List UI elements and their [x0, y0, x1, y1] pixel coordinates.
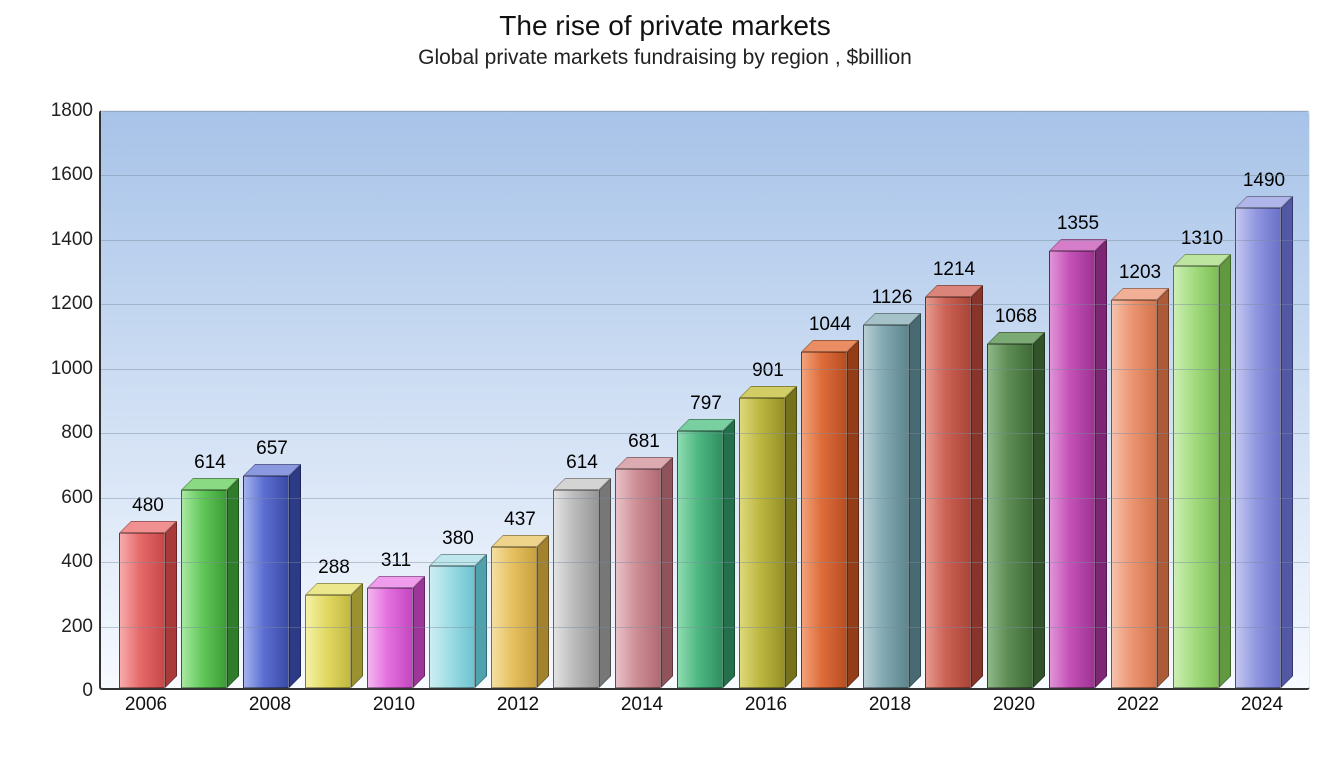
bar-value-label: 380 [429, 528, 487, 550]
bar-value-label: 901 [739, 360, 797, 382]
grid-line [101, 111, 1309, 112]
grid-line [101, 562, 1309, 563]
y-tick-label: 0 [82, 680, 93, 702]
bar-side [227, 478, 239, 688]
bar-front [925, 297, 971, 688]
bar-front [181, 490, 227, 688]
y-tick-label: 1600 [51, 164, 93, 186]
y-tick-label: 200 [61, 616, 93, 638]
y-tick-label: 1800 [51, 100, 93, 122]
x-tick-label: 2010 [373, 694, 415, 716]
x-tick-label: 2018 [869, 694, 911, 716]
bar-value-label: 614 [553, 452, 611, 474]
bar-value-label: 1126 [863, 287, 921, 309]
x-tick-label: 2022 [1117, 694, 1159, 716]
y-tick-label: 400 [61, 551, 93, 573]
bar-front [119, 533, 165, 688]
bar-side [1095, 239, 1107, 688]
y-tick-label: 600 [61, 487, 93, 509]
grid-line [101, 175, 1309, 176]
y-tick-label: 1000 [51, 358, 93, 380]
bar-side [537, 535, 549, 688]
bar-front [677, 431, 723, 688]
bar-front [553, 490, 599, 688]
bar-side [661, 457, 673, 688]
bar-side [599, 478, 611, 688]
x-tick-label: 2024 [1241, 694, 1283, 716]
bar-front [1049, 251, 1095, 688]
bar-front [863, 325, 909, 688]
bar-value-label: 657 [243, 438, 301, 460]
bar-side [475, 554, 487, 688]
bar-side [351, 583, 363, 688]
bar-side [413, 576, 425, 688]
y-tick-label: 1400 [51, 229, 93, 251]
bar-front [243, 476, 289, 688]
x-tick-label: 2012 [497, 694, 539, 716]
grid-line [101, 498, 1309, 499]
grid-line [101, 369, 1309, 370]
bar-value-label: 1044 [801, 314, 859, 336]
plot-region: 4806146572883113804376146817979011044112… [99, 110, 1310, 690]
bar-value-label: 1068 [987, 306, 1045, 328]
x-tick-label: 2006 [125, 694, 167, 716]
bar-front [491, 547, 537, 688]
chart-title: The rise of private markets [0, 10, 1330, 42]
bar-value-label: 1490 [1235, 170, 1293, 192]
bar-side [1281, 196, 1293, 688]
bar-front [1173, 266, 1219, 688]
bar-value-label: 614 [181, 452, 239, 474]
bar-front [305, 595, 351, 688]
x-axis-labels: 2006 2008 2010 2012 2014 2016 2018 2020 2022 2024 [99, 690, 1310, 720]
bar-front [801, 352, 847, 688]
bar-front [615, 469, 661, 688]
y-tick-label: 800 [61, 422, 93, 444]
bars-layer: 4806146572883113804376146817979011044112… [101, 111, 1309, 688]
bar-front [739, 398, 785, 688]
grid-line [101, 627, 1309, 628]
x-tick-label: 2016 [745, 694, 787, 716]
bar-side [847, 340, 859, 688]
bar-side [1219, 254, 1231, 688]
grid-line [101, 433, 1309, 434]
chart-subtitle: Global private markets fundraising by re… [0, 46, 1330, 70]
x-tick-label: 2020 [993, 694, 1035, 716]
bar-value-label: 437 [491, 509, 549, 531]
bar-front [1235, 208, 1281, 688]
bar-value-label: 797 [677, 393, 735, 415]
bar-value-label: 288 [305, 557, 363, 579]
grid-line [101, 304, 1309, 305]
bar-side [1033, 332, 1045, 688]
bar-front [1111, 300, 1157, 688]
bar-side [165, 521, 177, 688]
bar-side [723, 419, 735, 688]
bar-value-label: 1214 [925, 259, 983, 281]
y-tick-label: 1200 [51, 293, 93, 315]
bar-value-label: 1355 [1049, 213, 1107, 235]
x-tick-label: 2014 [621, 694, 663, 716]
bar-side [785, 386, 797, 688]
bar-front [987, 344, 1033, 688]
bar-front [367, 588, 413, 688]
bar-value-label: 1203 [1111, 262, 1169, 284]
chart-area: 4806146572883113804376146817979011044112… [85, 110, 1310, 720]
grid-line [101, 240, 1309, 241]
x-tick-label: 2008 [249, 694, 291, 716]
bar-side [1157, 288, 1169, 688]
bar-value-label: 311 [367, 550, 425, 572]
